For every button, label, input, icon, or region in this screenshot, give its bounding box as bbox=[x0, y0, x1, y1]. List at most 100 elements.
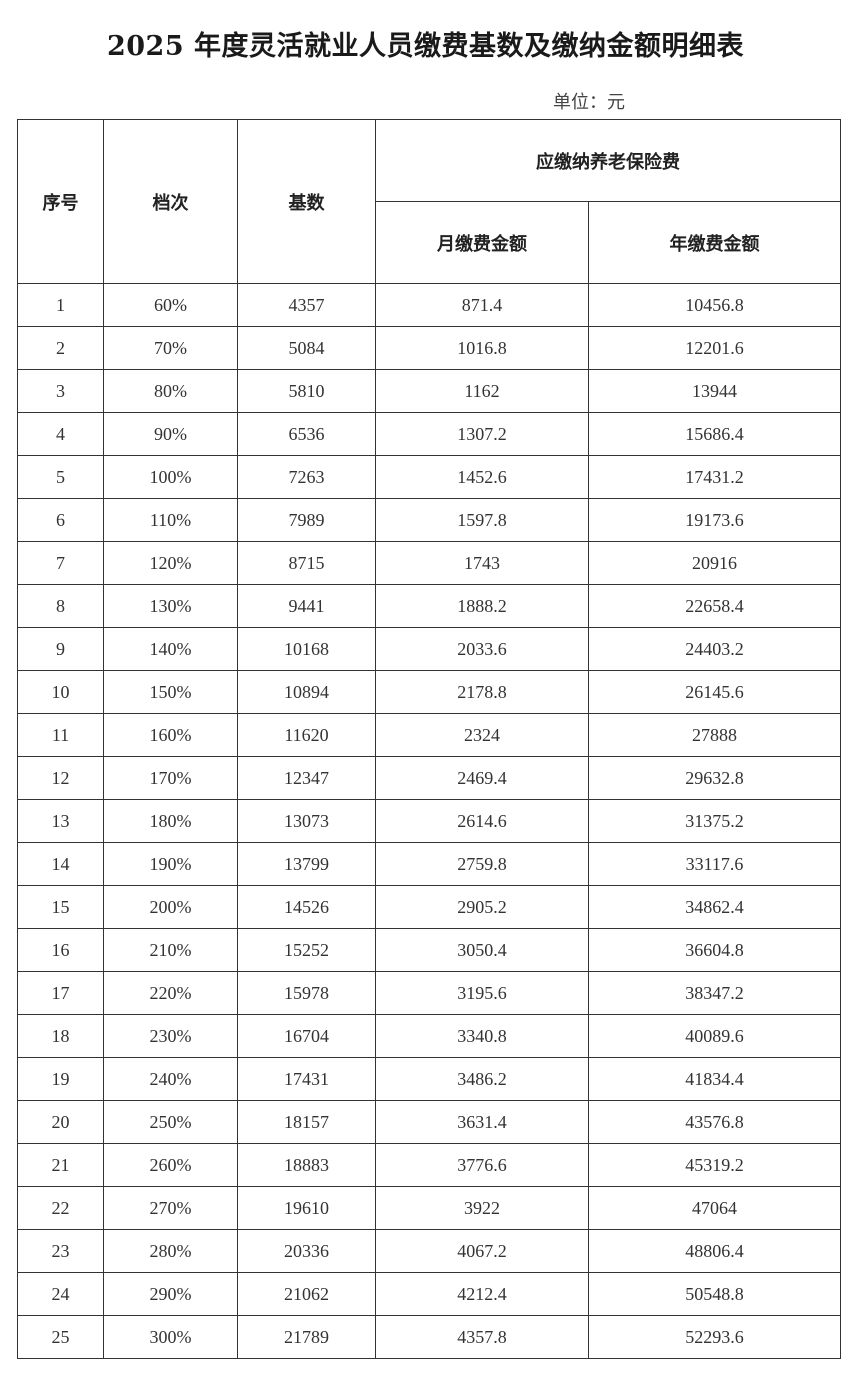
cell-monthly: 1452.6 bbox=[375, 455, 589, 499]
cell-base: 7989 bbox=[237, 498, 376, 542]
cell-base: 5810 bbox=[237, 369, 376, 413]
cell-index: 8 bbox=[17, 584, 104, 628]
cell-monthly: 3922 bbox=[375, 1186, 589, 1230]
table-row: 19 240% 17431 3486.2 41834.4 bbox=[17, 1057, 841, 1101]
table-row: 11 160% 11620 2324 27888 bbox=[17, 713, 841, 757]
table-row: 13 180% 13073 2614.6 31375.2 bbox=[17, 799, 841, 843]
cell-tier: 90% bbox=[103, 412, 238, 456]
cell-tier: 210% bbox=[103, 928, 238, 972]
cell-base: 20336 bbox=[237, 1229, 376, 1273]
cell-base: 10894 bbox=[237, 670, 376, 714]
table-row: 18 230% 16704 3340.8 40089.6 bbox=[17, 1014, 841, 1058]
cell-tier: 140% bbox=[103, 627, 238, 671]
cell-yearly: 22658.4 bbox=[588, 584, 841, 628]
cell-yearly: 15686.4 bbox=[588, 412, 841, 456]
cell-monthly: 2614.6 bbox=[375, 799, 589, 843]
cell-base: 5084 bbox=[237, 326, 376, 370]
cell-base: 11620 bbox=[237, 713, 376, 757]
cell-monthly: 4357.8 bbox=[375, 1315, 589, 1359]
cell-monthly: 4212.4 bbox=[375, 1272, 589, 1316]
header-yearly: 年缴费金额 bbox=[588, 201, 841, 284]
cell-base: 18883 bbox=[237, 1143, 376, 1187]
cell-yearly: 41834.4 bbox=[588, 1057, 841, 1101]
cell-tier: 270% bbox=[103, 1186, 238, 1230]
cell-yearly: 33117.6 bbox=[588, 842, 841, 886]
cell-base: 19610 bbox=[237, 1186, 376, 1230]
cell-yearly: 47064 bbox=[588, 1186, 841, 1230]
table-row: 4 90% 6536 1307.2 15686.4 bbox=[17, 412, 841, 456]
table-row: 8 130% 9441 1888.2 22658.4 bbox=[17, 584, 841, 628]
cell-index: 23 bbox=[17, 1229, 104, 1273]
cell-tier: 70% bbox=[103, 326, 238, 370]
cell-monthly: 2759.8 bbox=[375, 842, 589, 886]
cell-yearly: 31375.2 bbox=[588, 799, 841, 843]
cell-index: 16 bbox=[17, 928, 104, 972]
cell-base: 6536 bbox=[237, 412, 376, 456]
cell-base: 13073 bbox=[237, 799, 376, 843]
cell-yearly: 38347.2 bbox=[588, 971, 841, 1015]
cell-tier: 100% bbox=[103, 455, 238, 499]
cell-tier: 80% bbox=[103, 369, 238, 413]
cell-index: 12 bbox=[17, 756, 104, 800]
cell-tier: 180% bbox=[103, 799, 238, 843]
table-row: 2 70% 5084 1016.8 12201.6 bbox=[17, 326, 841, 370]
cell-tier: 260% bbox=[103, 1143, 238, 1187]
cell-base: 10168 bbox=[237, 627, 376, 671]
cell-monthly: 4067.2 bbox=[375, 1229, 589, 1273]
cell-index: 13 bbox=[17, 799, 104, 843]
table-row: 9 140% 10168 2033.6 24403.2 bbox=[17, 627, 841, 671]
table-row: 17 220% 15978 3195.6 38347.2 bbox=[17, 971, 841, 1015]
cell-index: 4 bbox=[17, 412, 104, 456]
cell-monthly: 2905.2 bbox=[375, 885, 589, 929]
cell-yearly: 10456.8 bbox=[588, 283, 841, 327]
cell-monthly: 2324 bbox=[375, 713, 589, 757]
cell-base: 16704 bbox=[237, 1014, 376, 1058]
document-title: 2025 年度灵活就业人员缴费基数及缴纳金额明细表 bbox=[106, 31, 745, 62]
cell-tier: 130% bbox=[103, 584, 238, 628]
cell-monthly: 1016.8 bbox=[375, 326, 589, 370]
cell-monthly: 2033.6 bbox=[375, 627, 589, 671]
cell-index: 9 bbox=[17, 627, 104, 671]
cell-tier: 170% bbox=[103, 756, 238, 800]
table-row: 12 170% 12347 2469.4 29632.8 bbox=[17, 756, 841, 800]
cell-yearly: 13944 bbox=[588, 369, 841, 413]
contribution-table: 序号 档次 基数 应缴纳养老保险费 月缴费金额 年缴费金额 1 60% 4357 87… bbox=[17, 119, 841, 1359]
cell-monthly: 3776.6 bbox=[375, 1143, 589, 1187]
cell-tier: 240% bbox=[103, 1057, 238, 1101]
cell-index: 2 bbox=[17, 326, 104, 370]
cell-tier: 190% bbox=[103, 842, 238, 886]
cell-index: 24 bbox=[17, 1272, 104, 1316]
cell-monthly: 3486.2 bbox=[375, 1057, 589, 1101]
cell-yearly: 48806.4 bbox=[588, 1229, 841, 1273]
cell-base: 21062 bbox=[237, 1272, 376, 1316]
table-row: 6 110% 7989 1597.8 19173.6 bbox=[17, 498, 841, 542]
header-base: 基数 bbox=[237, 119, 376, 284]
cell-index: 15 bbox=[17, 885, 104, 929]
cell-tier: 200% bbox=[103, 885, 238, 929]
table-row: 16 210% 15252 3050.4 36604.8 bbox=[17, 928, 841, 972]
table-row: 14 190% 13799 2759.8 33117.6 bbox=[17, 842, 841, 886]
cell-yearly: 45319.2 bbox=[588, 1143, 841, 1187]
cell-monthly: 1597.8 bbox=[375, 498, 589, 542]
cell-monthly: 3195.6 bbox=[375, 971, 589, 1015]
cell-tier: 290% bbox=[103, 1272, 238, 1316]
cell-yearly: 29632.8 bbox=[588, 756, 841, 800]
cell-yearly: 19173.6 bbox=[588, 498, 841, 542]
cell-yearly: 50548.8 bbox=[588, 1272, 841, 1316]
cell-base: 15252 bbox=[237, 928, 376, 972]
cell-base: 7263 bbox=[237, 455, 376, 499]
cell-tier: 150% bbox=[103, 670, 238, 714]
cell-index: 10 bbox=[17, 670, 104, 714]
cell-yearly: 43576.8 bbox=[588, 1100, 841, 1144]
cell-index: 22 bbox=[17, 1186, 104, 1230]
cell-base: 15978 bbox=[237, 971, 376, 1015]
cell-index: 14 bbox=[17, 842, 104, 886]
cell-tier: 120% bbox=[103, 541, 238, 585]
cell-yearly: 12201.6 bbox=[588, 326, 841, 370]
cell-yearly: 52293.6 bbox=[588, 1315, 841, 1359]
cell-monthly: 3340.8 bbox=[375, 1014, 589, 1058]
cell-yearly: 26145.6 bbox=[588, 670, 841, 714]
cell-base: 9441 bbox=[237, 584, 376, 628]
cell-base: 13799 bbox=[237, 842, 376, 886]
cell-monthly: 2178.8 bbox=[375, 670, 589, 714]
